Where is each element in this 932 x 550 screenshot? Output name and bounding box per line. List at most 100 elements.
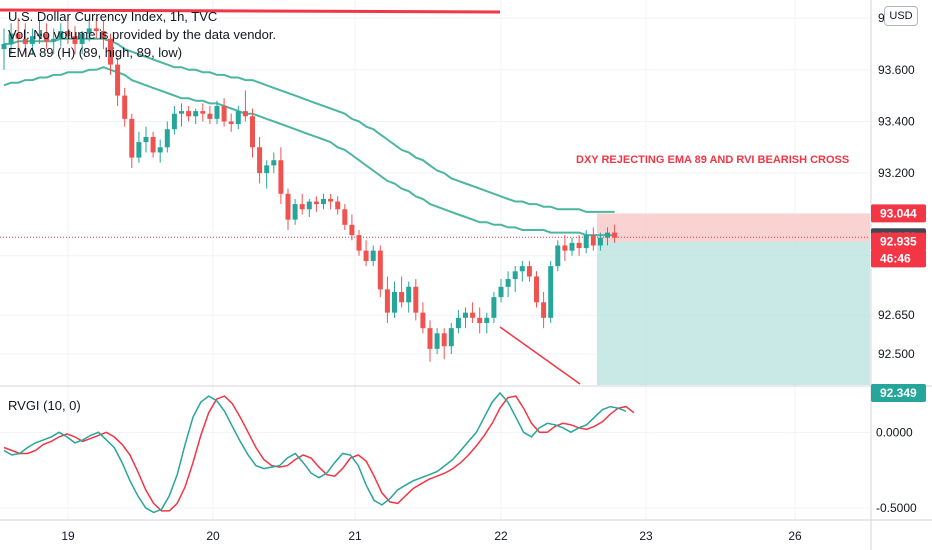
candle-body (221, 105, 227, 122)
candle-body (363, 250, 369, 261)
candle (306, 198, 312, 218)
rvgi-legend: RVGI (10, 0) (8, 398, 81, 413)
price-tick-label: 93.400 (878, 114, 915, 128)
candle (164, 121, 170, 153)
candle-body (257, 147, 263, 174)
candle (150, 131, 156, 158)
candle-body (65, 31, 71, 37)
candle (37, 20, 42, 44)
candle (242, 90, 248, 122)
candle (519, 260, 525, 282)
candle (541, 291, 547, 329)
candle (569, 237, 575, 256)
candle-body (321, 198, 326, 205)
candle (576, 235, 582, 256)
candle (505, 271, 511, 298)
candle (143, 126, 149, 153)
candle-body (328, 198, 334, 202)
rvgi-indicator (3, 391, 635, 514)
candle (448, 322, 454, 354)
candle-body (562, 245, 568, 251)
time-tick-label: 26 (788, 529, 802, 543)
candle-body (37, 33, 42, 37)
price-tick-label: 93.200 (878, 166, 915, 180)
resistance-line (0, 8, 501, 14)
rvgi-tick-label: -0.5000 (876, 501, 917, 515)
candle (406, 281, 412, 313)
candle (179, 103, 184, 127)
position-zones (597, 213, 870, 385)
candle-body (313, 201, 319, 205)
candle-body (157, 147, 163, 153)
candle-body (200, 111, 206, 114)
candle-body (235, 111, 241, 125)
candle (534, 271, 539, 308)
candle (278, 147, 284, 205)
candle (271, 152, 277, 174)
candle-body (498, 286, 504, 298)
candle (455, 310, 461, 334)
candle-body (129, 118, 135, 158)
candle (221, 98, 227, 127)
candle-body (72, 36, 78, 44)
candle-body (79, 33, 85, 44)
price-tag-label: 92.935 (880, 235, 917, 249)
candle-body (349, 224, 355, 236)
candle (136, 131, 142, 163)
price-tag: 46:46 (871, 249, 926, 268)
candle (86, 20, 92, 42)
candlestick-series (1, 18, 618, 362)
price-tag-bg (871, 232, 926, 251)
price-tag-bg (871, 204, 926, 223)
candle-body (541, 302, 547, 318)
candle (72, 25, 78, 55)
candle-body (434, 333, 440, 349)
candle (299, 193, 305, 215)
chart-title: U.S. Dollar Currency Index, 1h, TVC (8, 9, 218, 24)
candle (15, 18, 21, 50)
rvgi-signal-line (3, 395, 635, 512)
candle (605, 227, 610, 246)
candle-body (413, 286, 419, 313)
candle-body (420, 312, 426, 329)
currency-button[interactable]: USD (884, 6, 918, 26)
candle-body (292, 204, 298, 220)
candle (434, 328, 440, 354)
candle-body (51, 38, 57, 42)
candle (235, 105, 241, 130)
candle (370, 245, 376, 267)
candle (264, 160, 270, 189)
candle-body (29, 36, 35, 44)
candle (313, 196, 319, 212)
time-tick-label: 22 (494, 529, 508, 543)
candle (186, 105, 192, 122)
stop-loss-zone (597, 213, 870, 242)
price-tick-label: 92.500 (878, 347, 915, 361)
ema-bands (3, 37, 615, 237)
candle-body (306, 201, 312, 210)
candle (590, 227, 596, 251)
candle (491, 291, 497, 323)
candle (122, 87, 128, 127)
rvgi-main-line (3, 391, 627, 514)
candle-body (299, 204, 305, 210)
candle (526, 260, 532, 282)
time-tick-label: 21 (348, 529, 362, 543)
candle (214, 100, 220, 125)
candle-body (356, 235, 362, 251)
candle (597, 232, 603, 251)
candle-body (392, 291, 397, 313)
candle-body (399, 291, 405, 303)
candle (257, 136, 263, 184)
candle (583, 229, 589, 254)
candle-body (470, 312, 476, 318)
candle (8, 23, 14, 55)
candle-body (228, 121, 234, 125)
candle-body (122, 95, 128, 119)
drawing-lines (0, 8, 581, 385)
candle (250, 108, 255, 158)
profit-target-zone (597, 241, 870, 385)
candle (612, 224, 618, 243)
candle (228, 113, 234, 132)
candle-body (505, 279, 511, 287)
